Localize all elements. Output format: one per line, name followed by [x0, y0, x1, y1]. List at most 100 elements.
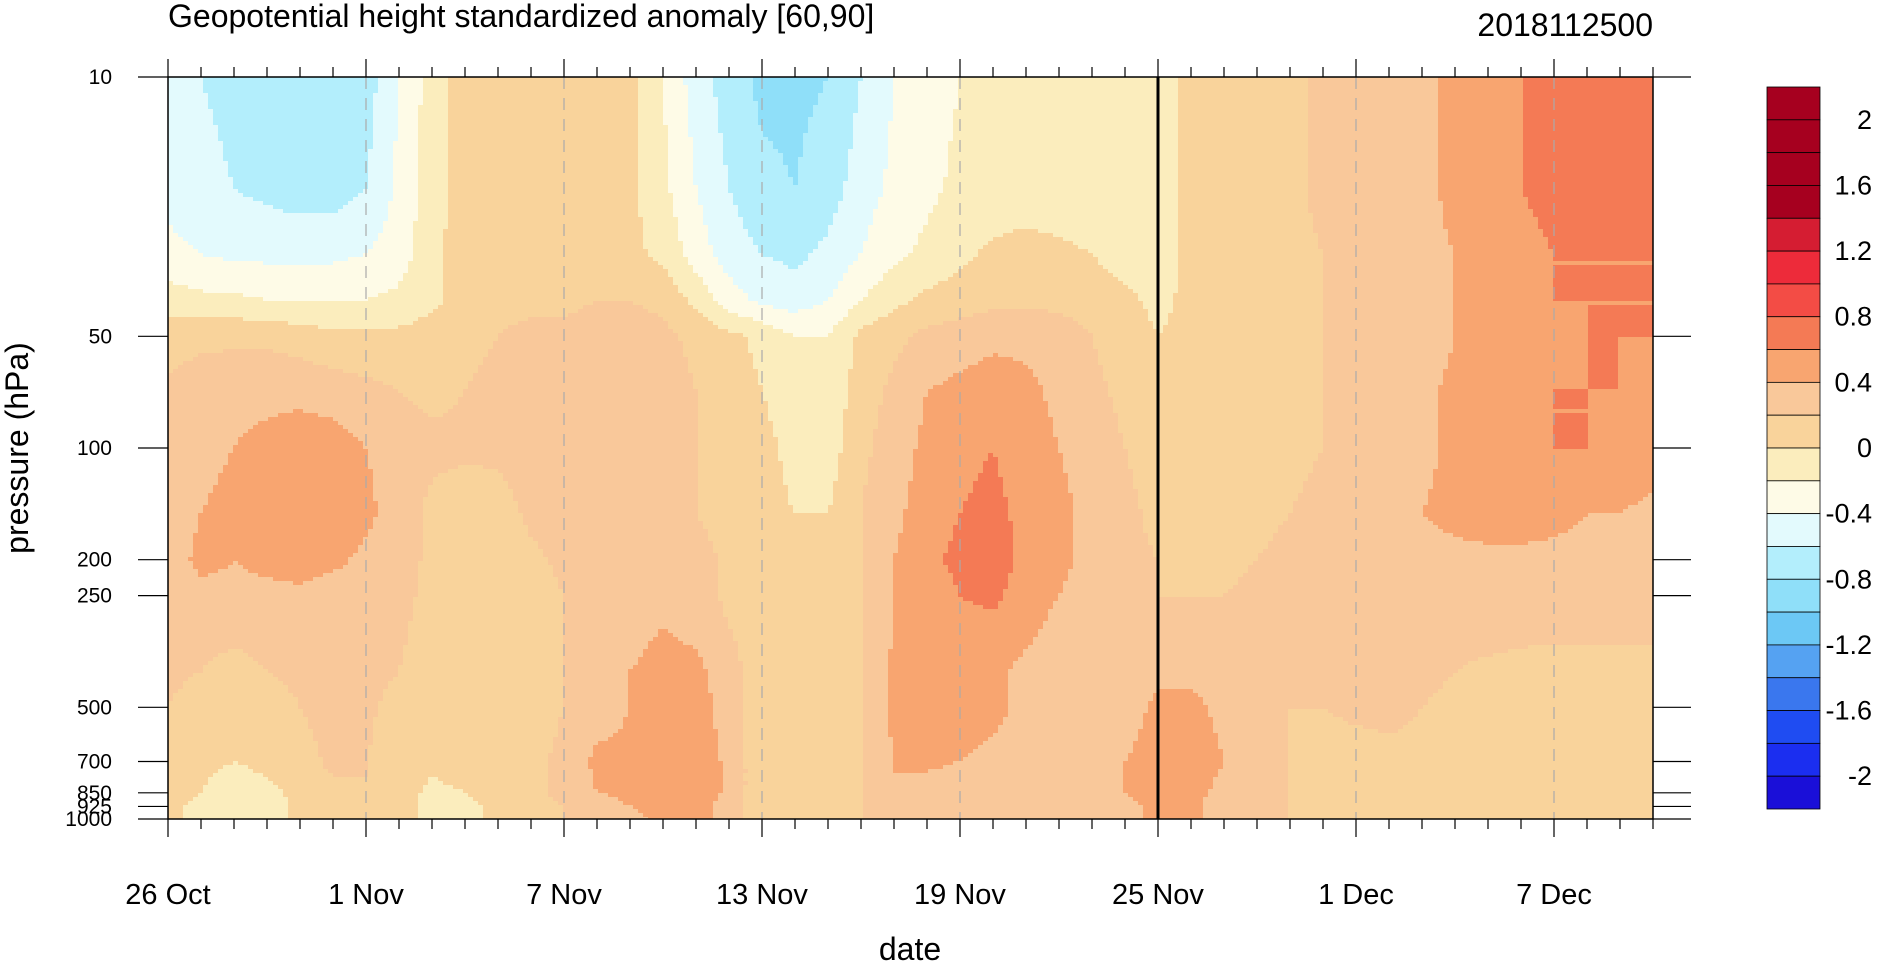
field-cell	[458, 85, 464, 90]
field-cell	[1083, 85, 1089, 90]
field-cell	[1103, 85, 1109, 90]
field-cell	[893, 81, 899, 86]
field-cell	[388, 81, 394, 86]
field-cell	[903, 85, 909, 90]
field-cell	[733, 89, 739, 94]
field-cell	[953, 81, 959, 86]
field-cell	[723, 81, 729, 86]
field-cell	[883, 85, 889, 90]
field-cell	[598, 89, 604, 94]
field-cell	[698, 85, 704, 90]
field-cell	[738, 81, 744, 86]
field-cell	[418, 85, 424, 90]
field-cell	[1518, 85, 1524, 90]
field-cell	[1593, 81, 1599, 86]
field-cell	[1218, 81, 1224, 86]
field-cell	[473, 89, 479, 94]
field-cell	[1303, 81, 1309, 86]
field-cell	[1478, 85, 1484, 90]
field-cell	[298, 81, 304, 86]
field-cell	[993, 85, 999, 90]
field-cell	[458, 89, 464, 94]
field-cell	[1398, 81, 1404, 86]
field-cell	[733, 81, 739, 86]
field-cell	[938, 89, 944, 94]
field-cell	[278, 85, 284, 90]
field-cell	[1243, 81, 1249, 86]
field-cell	[1598, 85, 1604, 90]
field-cell	[223, 81, 229, 86]
field-cell	[983, 85, 989, 90]
field-cell	[1028, 89, 1034, 94]
field-cell	[1013, 85, 1019, 90]
field-cell	[208, 81, 214, 86]
field-cell	[1543, 81, 1549, 86]
field-cell	[573, 89, 579, 94]
field-cell	[648, 89, 654, 94]
field-cell	[1463, 81, 1469, 86]
field-cell	[1573, 81, 1579, 86]
field-cell	[1278, 81, 1284, 86]
field-cell	[703, 81, 709, 86]
field-cell	[713, 81, 719, 86]
field-cell	[628, 81, 634, 86]
field-cell	[1538, 85, 1544, 90]
field-cell	[323, 81, 329, 86]
field-cell	[1063, 81, 1069, 86]
field-cell	[213, 89, 219, 94]
field-cell	[1528, 81, 1534, 86]
field-cell	[583, 85, 589, 90]
field-cell	[1123, 81, 1129, 86]
field-cell	[298, 85, 304, 90]
field-cell	[1133, 85, 1139, 90]
field-cell	[783, 85, 789, 90]
field-cell	[348, 81, 354, 86]
field-cell	[1178, 81, 1184, 86]
date-stamp: 2018112500	[1477, 7, 1653, 43]
field-cell	[903, 81, 909, 86]
field-cell	[618, 81, 624, 86]
field-cell	[448, 81, 454, 86]
field-cell	[248, 81, 254, 86]
field-cell	[488, 89, 494, 94]
field-cell	[408, 81, 414, 86]
field-cell	[773, 81, 779, 86]
field-cell	[558, 85, 564, 90]
field-cell	[958, 89, 964, 94]
field-cell	[278, 89, 284, 94]
field-cell	[1243, 85, 1249, 90]
field-cell	[1003, 89, 1009, 94]
field-cell	[783, 81, 789, 86]
field-cell	[928, 81, 934, 86]
field-cell	[1623, 81, 1629, 86]
field-cell	[673, 89, 679, 94]
field-cell	[1408, 85, 1414, 90]
field-cell	[923, 89, 929, 94]
field-cell	[538, 81, 544, 86]
field-cell	[1373, 81, 1379, 86]
field-cell	[1633, 85, 1639, 90]
field-cell	[1628, 81, 1634, 86]
field-cell	[503, 89, 509, 94]
field-cell	[528, 85, 534, 90]
field-cell	[848, 85, 854, 90]
field-cell	[798, 81, 804, 86]
field-cell	[933, 81, 939, 86]
field-cell	[793, 81, 799, 86]
field-cell	[713, 85, 719, 90]
field-cell	[803, 89, 809, 94]
field-cell	[553, 81, 559, 86]
field-cell	[353, 85, 359, 90]
field-cell	[288, 89, 294, 94]
field-cell	[358, 89, 364, 94]
field-cell	[313, 81, 319, 86]
field-cell	[1523, 81, 1529, 86]
field-cell	[893, 89, 899, 94]
field-cell	[213, 81, 219, 86]
field-cell	[203, 81, 209, 86]
field-cell	[918, 85, 924, 90]
field-cell	[1363, 81, 1369, 86]
field-cell	[1073, 81, 1079, 86]
field-cell	[1333, 85, 1339, 90]
field-cell	[873, 81, 879, 86]
